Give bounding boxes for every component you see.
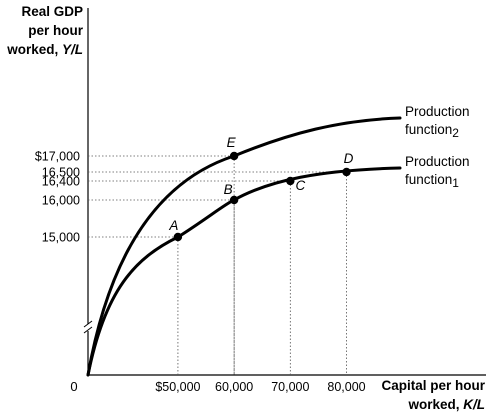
- point-d-label: D: [344, 151, 354, 166]
- point-c-label: C: [295, 178, 305, 193]
- y-axis-label-line-1: Real GDP: [21, 4, 83, 19]
- x-axis-label-line-1: Capital per hour: [381, 378, 485, 393]
- point-b-marker: [229, 195, 239, 205]
- y-axis-variable: Y/L: [61, 42, 83, 57]
- x-tick-label: 60,000: [215, 380, 253, 394]
- production-function-1-curve: [86, 166, 402, 377]
- point-b-label: B: [224, 182, 233, 197]
- origin-label: 0: [70, 379, 77, 394]
- x-axis-label: Capital per hour worked, K/L: [381, 376, 485, 414]
- point-d-marker: [342, 167, 351, 177]
- point-e-label: E: [227, 135, 237, 150]
- series-label-word: function: [405, 122, 452, 137]
- axis-break-mark: [83, 320, 93, 328]
- series-label-subscript: 2: [452, 126, 459, 140]
- point-e-marker: [229, 151, 239, 161]
- y-axis-label-line-3: worked,: [7, 42, 62, 57]
- series-label-subscript: 1: [452, 176, 459, 190]
- production-function-2-curve: [86, 116, 402, 377]
- y-axis-label: Real GDP per hour worked, Y/L: [0, 2, 83, 59]
- point-a-marker: [173, 232, 183, 242]
- x-axis-variable: K/L: [463, 397, 485, 412]
- x-tick-label: $50,000: [155, 380, 200, 394]
- series-label-word: function: [405, 172, 452, 187]
- y-tick-label: $17,000: [35, 150, 80, 164]
- y-tick-label: 15,000: [42, 231, 80, 245]
- point-a-label: A: [168, 218, 178, 233]
- series-label-line-1: Production: [405, 104, 470, 119]
- axis-break-mark: [83, 326, 93, 334]
- x-tick-label: 80,000: [327, 380, 365, 394]
- point-c-marker: [286, 176, 295, 186]
- x-tick-label: 70,000: [271, 380, 309, 394]
- axis-break-gap: [83, 324, 93, 331]
- y-tick-label: 16,500: [42, 166, 80, 180]
- y-tick-label: 16,400: [42, 175, 80, 189]
- series-label-line-1: Production: [405, 154, 470, 169]
- series-label-line-2: function2: [405, 122, 459, 140]
- y-axis-label-line-2: per hour: [28, 23, 83, 38]
- y-tick-label: 16,000: [42, 194, 80, 208]
- x-axis-label-line-2: worked,: [408, 397, 464, 412]
- series-label-line-2: function1: [405, 172, 459, 190]
